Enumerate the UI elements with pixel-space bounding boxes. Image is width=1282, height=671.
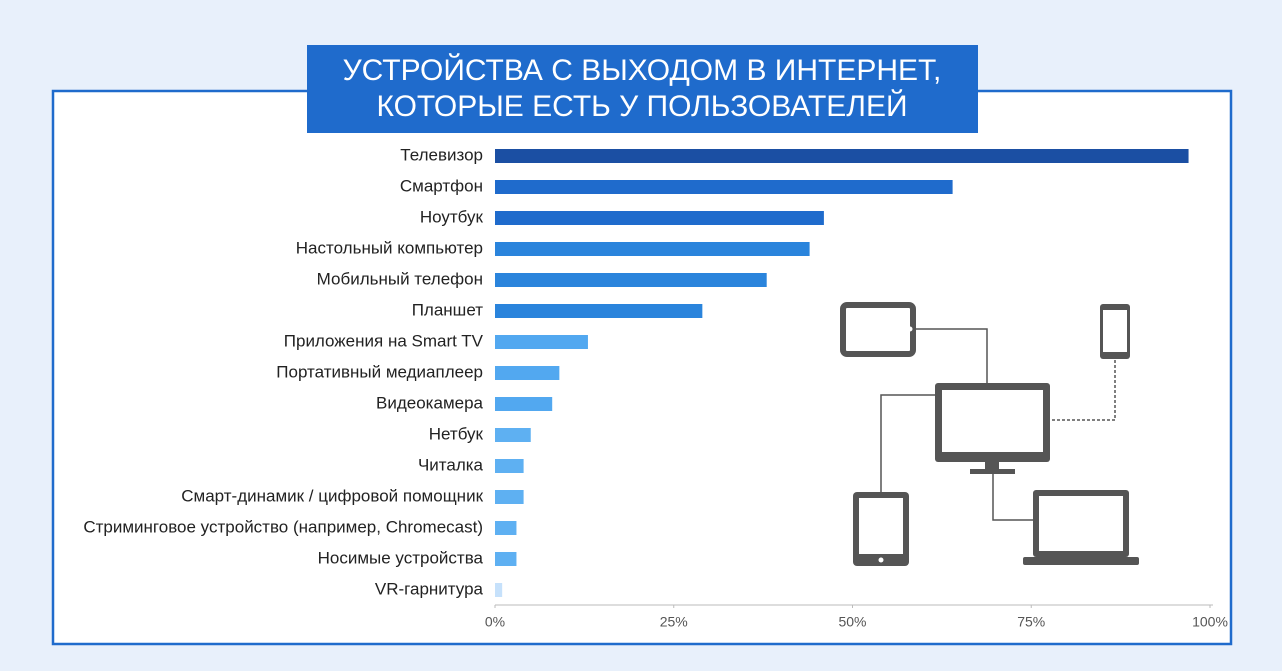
chart-title: КОТОРЫЕ ЕСТЬ У ПОЛЬЗОВАТЕЛЕЙ	[376, 89, 907, 123]
y-tick-label: Портативный медиаплеер	[276, 362, 483, 381]
y-tick-label: Мобильный телефон	[317, 269, 483, 288]
y-tick-label: Видеокамера	[376, 393, 484, 412]
bar	[495, 459, 524, 473]
bar	[495, 583, 503, 597]
devices-illustration	[840, 302, 1139, 566]
bar	[495, 490, 524, 504]
y-tick-label: Нетбук	[429, 424, 484, 443]
y-tick-label: Читалка	[418, 455, 484, 474]
x-tick-label: 50%	[838, 614, 866, 630]
bar	[495, 242, 810, 256]
y-tick-label: VR-гарнитура	[375, 579, 484, 598]
chart-title: УСТРОЙСТВА С ВЫХОДОМ В ИНТЕРНЕТ,	[343, 53, 942, 87]
bar	[495, 397, 553, 411]
y-tick-label: Смартфон	[400, 176, 483, 195]
x-tick-label: 100%	[1192, 614, 1228, 630]
y-tick-label: Приложения на Smart TV	[284, 331, 484, 350]
y-tick-label: Ноутбук	[420, 207, 484, 226]
bar	[495, 180, 953, 194]
bar	[495, 304, 703, 318]
x-tick-label: 25%	[660, 614, 688, 630]
y-tick-label: Смарт-динамик / цифровой помощник	[181, 486, 483, 505]
bar	[495, 273, 767, 287]
bar	[495, 521, 517, 535]
bar	[495, 211, 824, 225]
bar	[495, 552, 517, 566]
y-tick-label: Телевизор	[400, 145, 483, 164]
y-tick-label: Настольный компьютер	[296, 238, 483, 257]
title-box	[307, 45, 978, 133]
bar	[495, 366, 560, 380]
bar	[495, 428, 531, 442]
bar	[495, 335, 588, 349]
y-tick-label: Носимые устройства	[318, 548, 484, 567]
x-tick-label: 75%	[1017, 614, 1045, 630]
y-tick-label: Планшет	[412, 300, 484, 319]
bar	[495, 149, 1189, 163]
y-tick-label: Стриминговое устройство (например, Chrom…	[83, 517, 483, 536]
x-tick-label: 0%	[485, 614, 505, 630]
